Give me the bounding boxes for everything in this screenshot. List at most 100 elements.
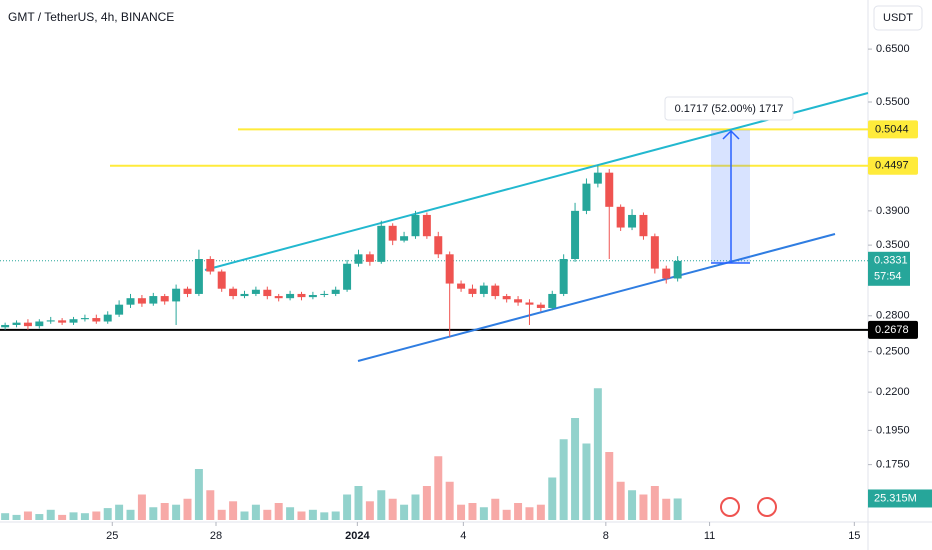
candle-body bbox=[582, 183, 591, 211]
candle-body bbox=[274, 296, 283, 299]
candle-body bbox=[548, 293, 557, 308]
volume-bar bbox=[548, 477, 557, 520]
candle-body bbox=[46, 320, 55, 322]
volume-bar bbox=[194, 469, 203, 520]
candle-body bbox=[308, 294, 317, 298]
volume-bar bbox=[434, 456, 443, 520]
volume-bar bbox=[137, 494, 146, 520]
volume-bar bbox=[559, 439, 568, 520]
candles bbox=[1, 165, 682, 337]
volume-bar bbox=[468, 503, 477, 520]
candle-body bbox=[400, 236, 409, 241]
volume-bar bbox=[593, 388, 602, 520]
volume-bar bbox=[582, 443, 591, 520]
candle-body bbox=[69, 319, 78, 323]
volume-bar bbox=[149, 507, 158, 520]
candle-body bbox=[650, 236, 659, 269]
candle-body bbox=[673, 260, 682, 279]
currency-label[interactable]: USDT bbox=[883, 12, 913, 24]
volume-bar bbox=[1, 513, 10, 520]
candle-body bbox=[58, 320, 67, 323]
candle-body bbox=[80, 318, 89, 320]
last-price-tag: 0.3331 bbox=[874, 255, 908, 267]
volume-pane bbox=[1, 388, 682, 520]
x-tick-label: 8 bbox=[603, 530, 609, 542]
candle-body bbox=[605, 172, 614, 207]
volume-bar bbox=[525, 507, 534, 520]
volume-bar bbox=[514, 503, 523, 520]
candle-body bbox=[525, 302, 534, 305]
candle-body bbox=[320, 293, 329, 295]
event-icon[interactable] bbox=[757, 497, 777, 517]
volume-bar bbox=[331, 511, 340, 520]
measure-label-box bbox=[664, 96, 794, 121]
volume-bar bbox=[46, 509, 55, 520]
y-tick-label: 0.1950 bbox=[876, 424, 910, 436]
candle-body bbox=[92, 318, 101, 322]
volume-bar bbox=[183, 498, 192, 520]
candle-body bbox=[468, 288, 477, 294]
axes: 0.6500 0.5500 0.3900 0.3500 0.2800 0.2500 0.22… bbox=[106, 43, 932, 542]
volume-bar bbox=[639, 494, 648, 520]
candle-body bbox=[115, 304, 124, 315]
levels bbox=[0, 128, 868, 331]
volume-bar bbox=[605, 452, 614, 520]
currency-button[interactable] bbox=[873, 5, 923, 31]
candle-body bbox=[365, 254, 374, 262]
candle-body bbox=[149, 296, 158, 304]
candle-body bbox=[388, 225, 397, 241]
candle-body bbox=[331, 289, 340, 294]
volume-bar bbox=[422, 486, 431, 520]
candle-body bbox=[616, 206, 625, 228]
y-tick-label: 0.2500 bbox=[876, 346, 910, 358]
candle-body bbox=[445, 254, 454, 284]
x-tick-label: 15 bbox=[848, 530, 860, 542]
volume-bar bbox=[69, 512, 78, 520]
volume-bar bbox=[286, 507, 295, 520]
candle-body bbox=[251, 289, 260, 294]
level-tag: 0.2678 bbox=[875, 324, 909, 336]
candle-body bbox=[217, 271, 226, 289]
volume-bar bbox=[229, 501, 238, 520]
candle-body bbox=[206, 258, 215, 272]
candle-body bbox=[662, 268, 671, 279]
volume-bar bbox=[12, 514, 21, 520]
volume-bar bbox=[377, 490, 386, 520]
volume-bar bbox=[297, 511, 306, 520]
candle-body bbox=[491, 285, 500, 297]
volume-bar bbox=[103, 508, 112, 520]
candle-body bbox=[571, 210, 580, 259]
candle-body bbox=[183, 288, 192, 294]
event-icon[interactable] bbox=[720, 497, 740, 517]
candle-body bbox=[126, 298, 135, 305]
volume-bar bbox=[172, 504, 181, 520]
candle-body bbox=[297, 293, 306, 298]
y-tick-label: 0.5500 bbox=[876, 96, 910, 108]
volume-bar bbox=[126, 509, 135, 520]
candle-body bbox=[628, 214, 637, 228]
candle-body bbox=[559, 258, 568, 294]
candle-body bbox=[354, 254, 363, 264]
volume-bar bbox=[263, 509, 272, 520]
x-tick-label: 11 bbox=[704, 530, 715, 542]
volume-bar bbox=[308, 509, 317, 520]
level-tag: 0.4497 bbox=[875, 160, 909, 172]
candle-body bbox=[536, 304, 545, 308]
level-tag-bg bbox=[868, 320, 918, 339]
candle-body bbox=[172, 288, 181, 302]
y-tick-label: 0.3900 bbox=[876, 205, 910, 217]
volume-bar bbox=[388, 498, 397, 520]
x-tick-label: 4 bbox=[460, 530, 466, 542]
candle-body bbox=[160, 296, 169, 302]
candle-body bbox=[35, 321, 44, 327]
candle-body bbox=[263, 289, 272, 297]
volume-bar bbox=[400, 504, 409, 520]
candle-body bbox=[286, 293, 295, 299]
y-tick-label: 0.3500 bbox=[876, 239, 910, 251]
last-price-tag-bg bbox=[868, 251, 910, 286]
candle-body bbox=[343, 263, 352, 290]
candle-body bbox=[229, 288, 238, 297]
channel-lower bbox=[357, 233, 836, 362]
